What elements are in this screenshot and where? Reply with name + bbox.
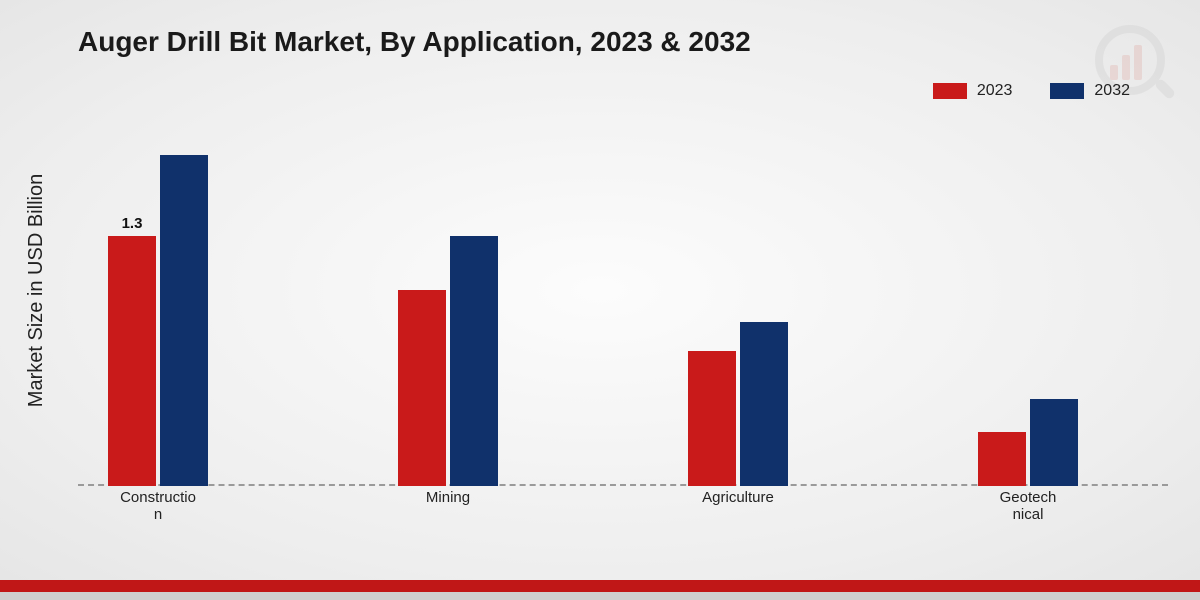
- footer-bar-red: [0, 580, 1200, 592]
- bar-value-label-construction-2023: 1.3: [122, 215, 143, 232]
- x-tick-agriculture: Agriculture: [688, 490, 788, 507]
- legend-item-2023: 2023: [933, 82, 1013, 100]
- bar-agriculture-2032: [740, 322, 788, 486]
- x-tick-mining: Mining: [398, 490, 498, 507]
- plot-area: 1.3 Constructio n Mining Agriculture: [78, 130, 1168, 510]
- legend: 2023 2032: [933, 82, 1130, 100]
- bar-construction-2023: [108, 236, 156, 486]
- bar-geotechnical-2023: [978, 432, 1026, 486]
- x-tick-geotechnical: Geotech nical: [978, 490, 1078, 523]
- bar-mining-2032: [450, 236, 498, 486]
- bar-group-geotechnical: [978, 106, 1118, 486]
- legend-item-2032: 2032: [1050, 82, 1130, 100]
- bar-geotechnical-2032: [1030, 399, 1078, 486]
- y-axis-label: Market Size in USD Billion: [26, 173, 49, 406]
- bar-agriculture-2023: [688, 351, 736, 486]
- bar-group-construction: 1.3: [108, 106, 248, 486]
- chart-title: Auger Drill Bit Market, By Application, …: [78, 26, 751, 58]
- bar-group-mining: [398, 106, 538, 486]
- legend-swatch-2032: [1050, 83, 1084, 99]
- bar-group-agriculture: [688, 106, 828, 486]
- chart-container: Auger Drill Bit Market, By Application, …: [0, 0, 1200, 580]
- legend-label-2023: 2023: [977, 82, 1013, 100]
- bar-construction-2032: [160, 155, 208, 486]
- footer-bar-grey: [0, 592, 1200, 600]
- legend-label-2032: 2032: [1094, 82, 1130, 100]
- x-tick-construction: Constructio n: [108, 490, 208, 523]
- y-axis-label-wrap: Market Size in USD Billion: [22, 0, 52, 580]
- bar-mining-2023: [398, 290, 446, 486]
- legend-swatch-2023: [933, 83, 967, 99]
